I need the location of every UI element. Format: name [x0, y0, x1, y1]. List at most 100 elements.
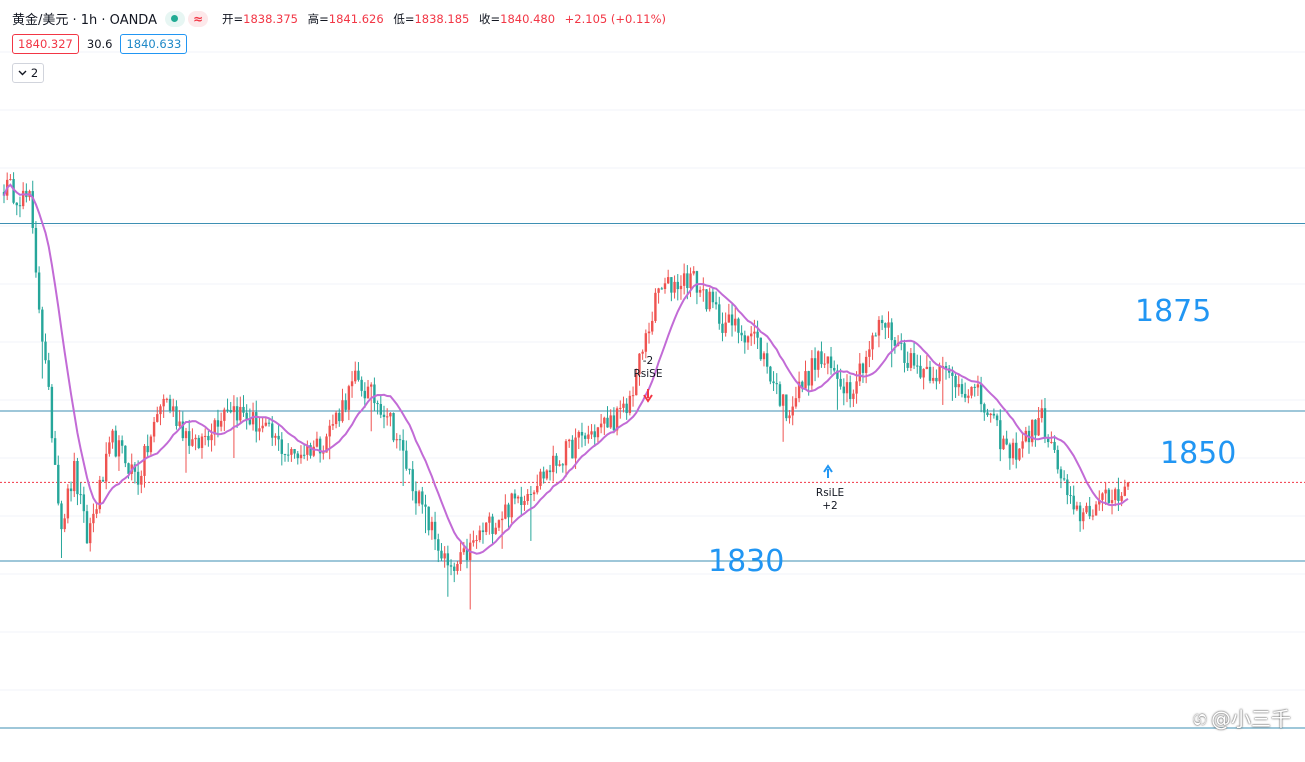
candle-body: [673, 281, 676, 293]
candle-body: [983, 404, 986, 413]
candle: [66, 484, 70, 524]
candle-body: [213, 420, 216, 435]
candle-body: [711, 291, 715, 303]
candle-body: [836, 370, 839, 379]
candle: [817, 350, 820, 378]
candle-body: [235, 406, 239, 421]
candle: [373, 377, 376, 412]
candle-body: [44, 341, 47, 361]
candle-body: [772, 381, 775, 384]
candle: [743, 330, 747, 354]
candle: [654, 288, 657, 323]
candle-body: [385, 416, 389, 418]
candle-body: [552, 455, 555, 473]
candle: [928, 360, 932, 384]
candle-body: [510, 493, 513, 518]
candle: [229, 401, 232, 414]
candle: [120, 435, 124, 454]
candle-body: [507, 504, 510, 518]
candle-body: [1075, 505, 1079, 510]
candle-body: [963, 393, 967, 398]
candle-body: [459, 552, 462, 565]
candle-body: [619, 407, 622, 409]
buy-button[interactable]: 1840.633: [120, 34, 188, 54]
candle: [318, 436, 322, 463]
candle: [424, 494, 427, 534]
candle: [159, 404, 162, 426]
candle-body: [868, 349, 871, 357]
level-label-1875: 1875: [1135, 294, 1212, 329]
weibo-icon: ග: [1192, 705, 1207, 730]
candle-body: [331, 424, 335, 426]
candle: [60, 500, 63, 558]
candle-body: [1066, 479, 1069, 496]
candle: [1114, 487, 1117, 507]
candle-body: [555, 455, 558, 466]
candle: [37, 266, 41, 314]
candle: [459, 540, 462, 571]
candle: [615, 406, 619, 436]
candle: [117, 435, 121, 471]
candle: [571, 435, 574, 459]
candle-body: [1056, 449, 1059, 470]
candle-body: [986, 412, 989, 416]
sell-button[interactable]: 1840.327: [12, 34, 79, 54]
candle-body: [676, 281, 679, 290]
candle-body: [1046, 438, 1050, 443]
indicators-toggle-button[interactable]: 2: [12, 63, 44, 83]
candle-body: [737, 318, 740, 333]
candle: [47, 352, 50, 391]
candle-body: [692, 271, 695, 274]
candle-body: [743, 335, 747, 343]
candle-body: [622, 403, 625, 408]
candle-body: [363, 390, 367, 399]
candle-body: [932, 377, 935, 381]
candle-body: [583, 435, 587, 439]
candle-body: [108, 442, 111, 454]
candle: [976, 375, 980, 396]
candle-body: [357, 370, 360, 380]
candle-body: [935, 377, 938, 382]
candle: [73, 452, 76, 498]
candle-body: [1123, 486, 1127, 496]
candle-body: [523, 500, 526, 505]
moving-average-line: [3, 183, 1129, 555]
candle-body: [462, 548, 466, 553]
candle: [360, 376, 363, 397]
wave-icon[interactable]: ≈: [187, 10, 208, 27]
candle: [909, 347, 913, 372]
candle-body: [472, 540, 475, 543]
candle: [970, 386, 973, 399]
candle: [906, 351, 909, 371]
candle-body: [277, 435, 280, 440]
candle-body: [759, 337, 762, 360]
candle: [494, 522, 497, 535]
candle-body: [587, 434, 590, 439]
candle: [465, 538, 469, 569]
candle-body: [85, 511, 89, 544]
candle: [197, 435, 200, 450]
candle-body: [229, 410, 232, 413]
candle: [797, 371, 801, 403]
candle-body: [545, 470, 549, 479]
candle-body: [453, 566, 456, 571]
candle-body: [960, 384, 964, 394]
candle: [995, 413, 999, 427]
candle-body: [686, 273, 689, 289]
candle-body: [318, 438, 322, 454]
candle-body: [890, 322, 893, 341]
candle: [216, 409, 220, 438]
candle-body: [520, 496, 523, 505]
symbol-title[interactable]: 黄金/美元 · 1h · OANDA: [12, 13, 157, 28]
candle: [590, 424, 593, 440]
candle-body: [855, 381, 858, 394]
candle: [484, 522, 488, 536]
candle: [41, 306, 44, 379]
candle: [1021, 432, 1024, 458]
candle-body: [864, 356, 868, 373]
candle: [152, 416, 156, 443]
candle: [740, 325, 743, 342]
candle: [874, 332, 877, 337]
candle: [108, 436, 111, 457]
